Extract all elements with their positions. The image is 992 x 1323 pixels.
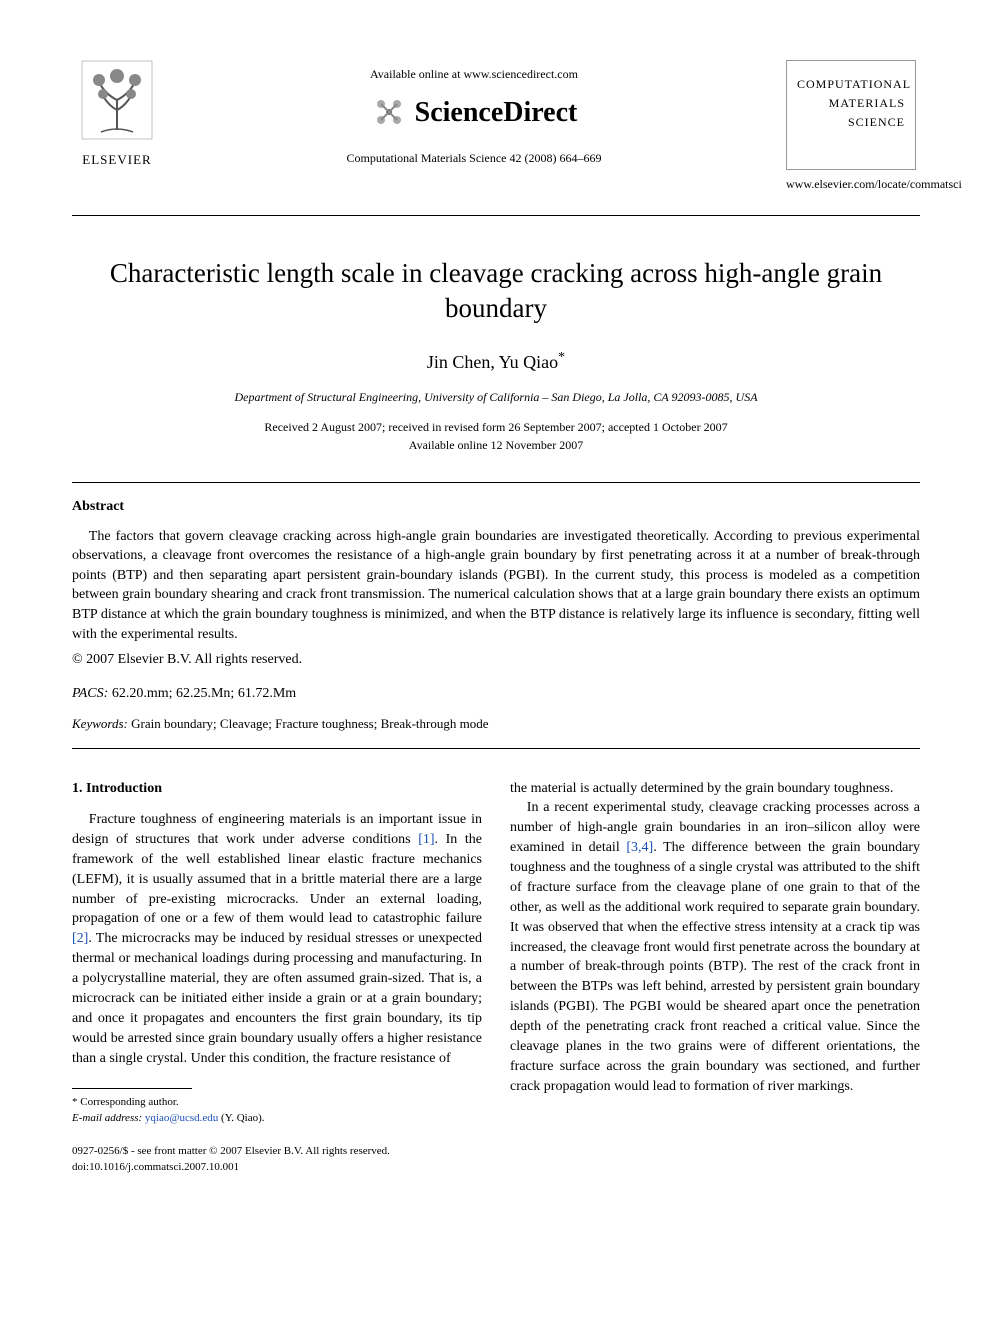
corresponding-footnote: * Corresponding author. xyxy=(72,1095,482,1110)
journal-cover-word-2: MATERIALS xyxy=(797,94,905,113)
affiliation: Department of Structural Engineering, Un… xyxy=(72,389,920,406)
available-online-text: Available online at www.sciencedirect.co… xyxy=(162,66,786,83)
journal-cover-word-3: SCIENCE xyxy=(797,113,905,132)
right-column: the material is actually determined by t… xyxy=(510,779,920,1176)
page-header: ELSEVIER Available online at www.science… xyxy=(72,60,920,193)
reference-link-1[interactable]: [1] xyxy=(418,832,434,847)
doi-line: doi:10.1016/j.commatsci.2007.10.001 xyxy=(72,1160,482,1175)
journal-cover-word-1: COMPUTATIONAL xyxy=(797,75,905,94)
center-header: Available online at www.sciencedirect.co… xyxy=(162,60,786,167)
bottom-meta: 0927-0256/$ - see front matter © 2007 El… xyxy=(72,1144,482,1175)
email-label: E-mail address: xyxy=(72,1112,145,1124)
intro-continuation: the material is actually determined by t… xyxy=(510,779,920,799)
journal-cover: COMPUTATIONAL MATERIALS SCIENCE xyxy=(786,60,916,170)
keywords-values: Grain boundary; Cleavage; Fracture tough… xyxy=(128,716,489,731)
abstract-bottom-divider xyxy=(72,748,920,749)
keywords-line: Keywords: Grain boundary; Cleavage; Frac… xyxy=(72,715,920,733)
footnote-separator xyxy=(72,1088,192,1089)
sciencedirect-label: ScienceDirect xyxy=(415,93,578,132)
left-column: 1. Introduction Fracture toughness of en… xyxy=(72,779,482,1176)
publisher-block: ELSEVIER xyxy=(72,60,162,169)
paper-title: Characteristic length scale in cleavage … xyxy=(72,256,920,326)
section-1-heading: 1. Introduction xyxy=(72,779,482,799)
dates-line-2: Available online 12 November 2007 xyxy=(72,436,920,454)
footnote-label: Corresponding author. xyxy=(78,1096,179,1108)
intro-paragraph-left: Fracture toughness of engineering materi… xyxy=(72,810,482,1068)
abstract-top-divider xyxy=(72,482,920,483)
publisher-label: ELSEVIER xyxy=(72,151,162,169)
reference-link-34[interactable]: [3,4] xyxy=(626,840,653,855)
authors-line: Jin Chen, Yu Qiao* xyxy=(72,348,920,375)
intro-text-r1b: . The difference between the grain bound… xyxy=(510,840,920,1094)
locate-url[interactable]: www.elsevier.com/locate/commatsci xyxy=(786,176,920,193)
pacs-line: PACS: 62.20.mm; 62.25.Mn; 61.72.Mm xyxy=(72,684,920,704)
pacs-label: PACS: xyxy=(72,686,108,701)
pacs-values: 62.20.mm; 62.25.Mn; 61.72.Mm xyxy=(108,686,296,701)
abstract-text: The factors that govern cleavage crackin… xyxy=(72,527,920,645)
elsevier-tree-icon xyxy=(81,60,153,140)
intro-paragraph-right: In a recent experimental study, cleavage… xyxy=(510,798,920,1096)
abstract-heading: Abstract xyxy=(72,497,920,517)
body-columns: 1. Introduction Fracture toughness of en… xyxy=(72,779,920,1176)
dates-line-1: Received 2 August 2007; received in revi… xyxy=(72,418,920,436)
journal-reference: Computational Materials Science 42 (2008… xyxy=(162,150,786,167)
dates-block: Received 2 August 2007; received in revi… xyxy=(72,418,920,454)
sciencedirect-row: ScienceDirect xyxy=(162,93,786,132)
reference-link-2[interactable]: [2] xyxy=(72,931,88,946)
keywords-label: Keywords: xyxy=(72,716,128,731)
email-footnote: E-mail address: yqiao@ucsd.edu (Y. Qiao)… xyxy=(72,1111,482,1126)
journal-cover-block: COMPUTATIONAL MATERIALS SCIENCE www.else… xyxy=(786,60,920,193)
sciencedirect-icon xyxy=(371,94,407,130)
front-matter-line: 0927-0256/$ - see front matter © 2007 El… xyxy=(72,1144,482,1159)
email-link[interactable]: yqiao@ucsd.edu xyxy=(145,1112,218,1124)
email-author: (Y. Qiao). xyxy=(218,1112,264,1124)
copyright-line: © 2007 Elsevier B.V. All rights reserved… xyxy=(72,650,920,670)
header-divider xyxy=(72,215,920,216)
intro-text-1c: . The microcracks may be induced by resi… xyxy=(72,931,482,1065)
authors-names: Jin Chen, Yu Qiao xyxy=(427,352,558,372)
corresponding-mark: * xyxy=(558,350,565,365)
